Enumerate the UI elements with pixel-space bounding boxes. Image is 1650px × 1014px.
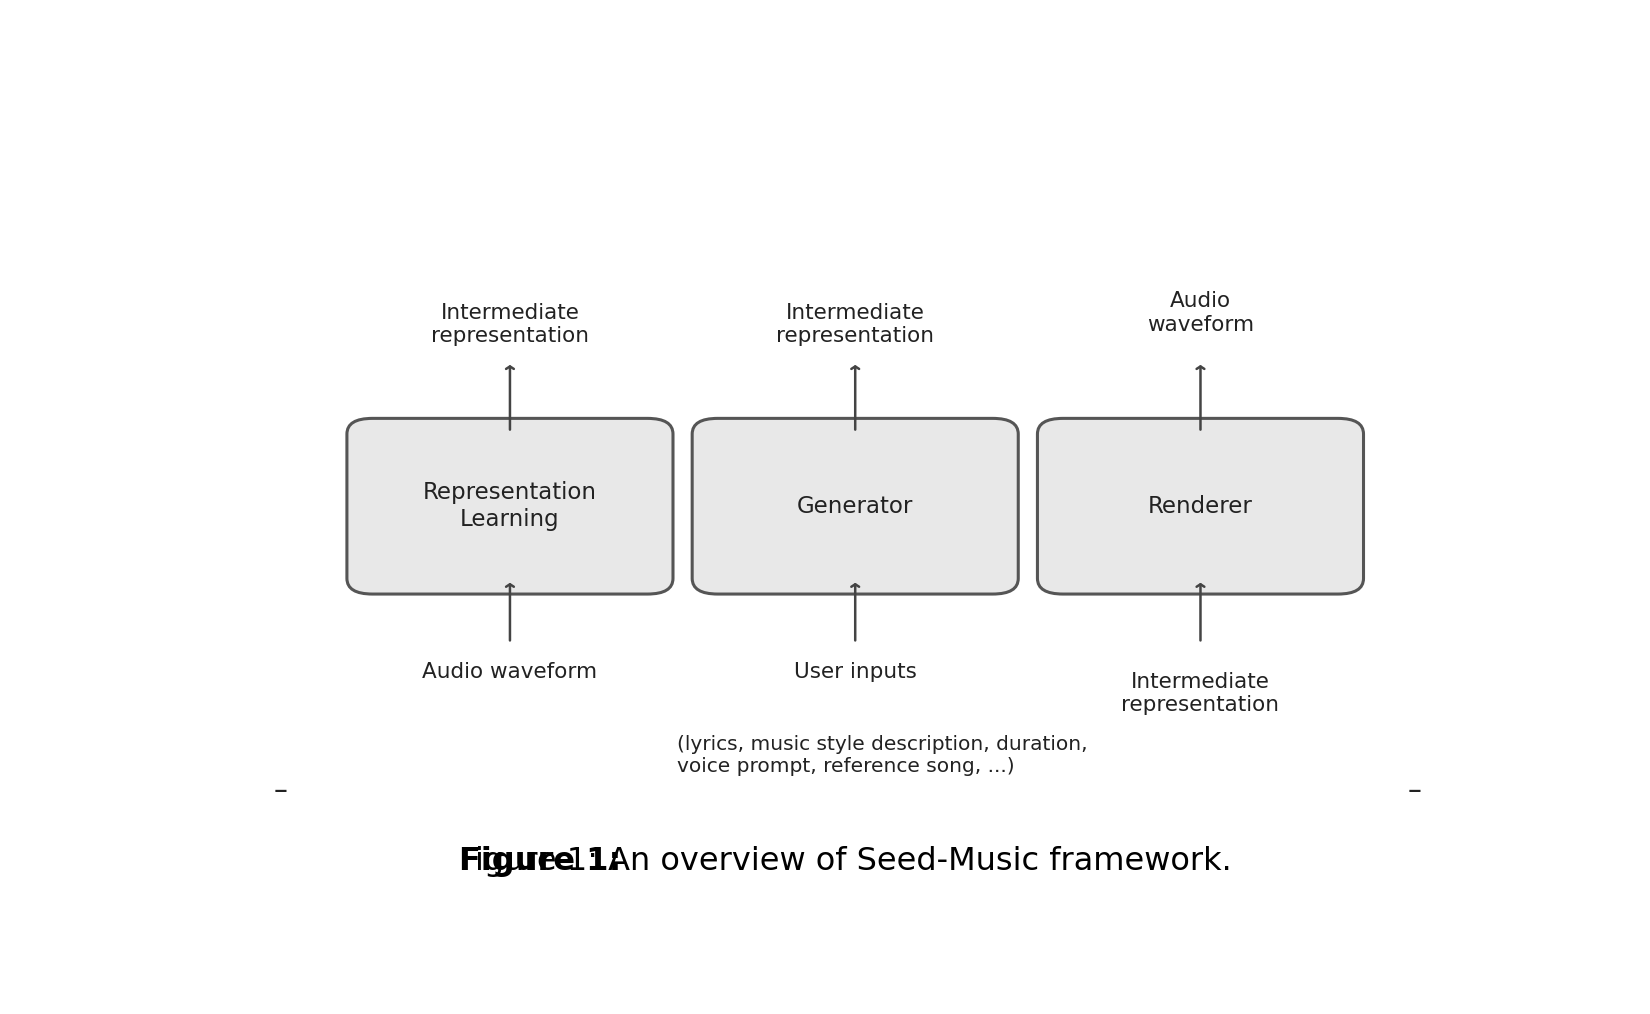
Text: (lyrics, music style description, duration,
voice prompt, reference song, ...): (lyrics, music style description, durati… bbox=[676, 735, 1087, 776]
Text: –: – bbox=[1407, 777, 1422, 805]
Text: Audio waveform: Audio waveform bbox=[422, 662, 597, 682]
Text: Representation
Learning: Representation Learning bbox=[422, 482, 597, 531]
Text: Intermediate
representation: Intermediate representation bbox=[1122, 671, 1279, 715]
Text: Figure 1:: Figure 1: bbox=[459, 847, 622, 877]
Text: Intermediate
representation: Intermediate representation bbox=[431, 303, 589, 347]
Text: Audio
waveform: Audio waveform bbox=[1147, 291, 1254, 335]
Text: Intermediate
representation: Intermediate representation bbox=[776, 303, 934, 347]
Text: –: – bbox=[274, 777, 287, 805]
FancyBboxPatch shape bbox=[346, 419, 673, 594]
Text: Renderer: Renderer bbox=[1148, 495, 1252, 518]
FancyBboxPatch shape bbox=[693, 419, 1018, 594]
Text: Generator: Generator bbox=[797, 495, 914, 518]
Text: User inputs: User inputs bbox=[794, 662, 917, 682]
Text: Figure 1: An overview of Seed-Music framework.: Figure 1: An overview of Seed-Music fram… bbox=[459, 847, 1233, 877]
FancyBboxPatch shape bbox=[1038, 419, 1363, 594]
